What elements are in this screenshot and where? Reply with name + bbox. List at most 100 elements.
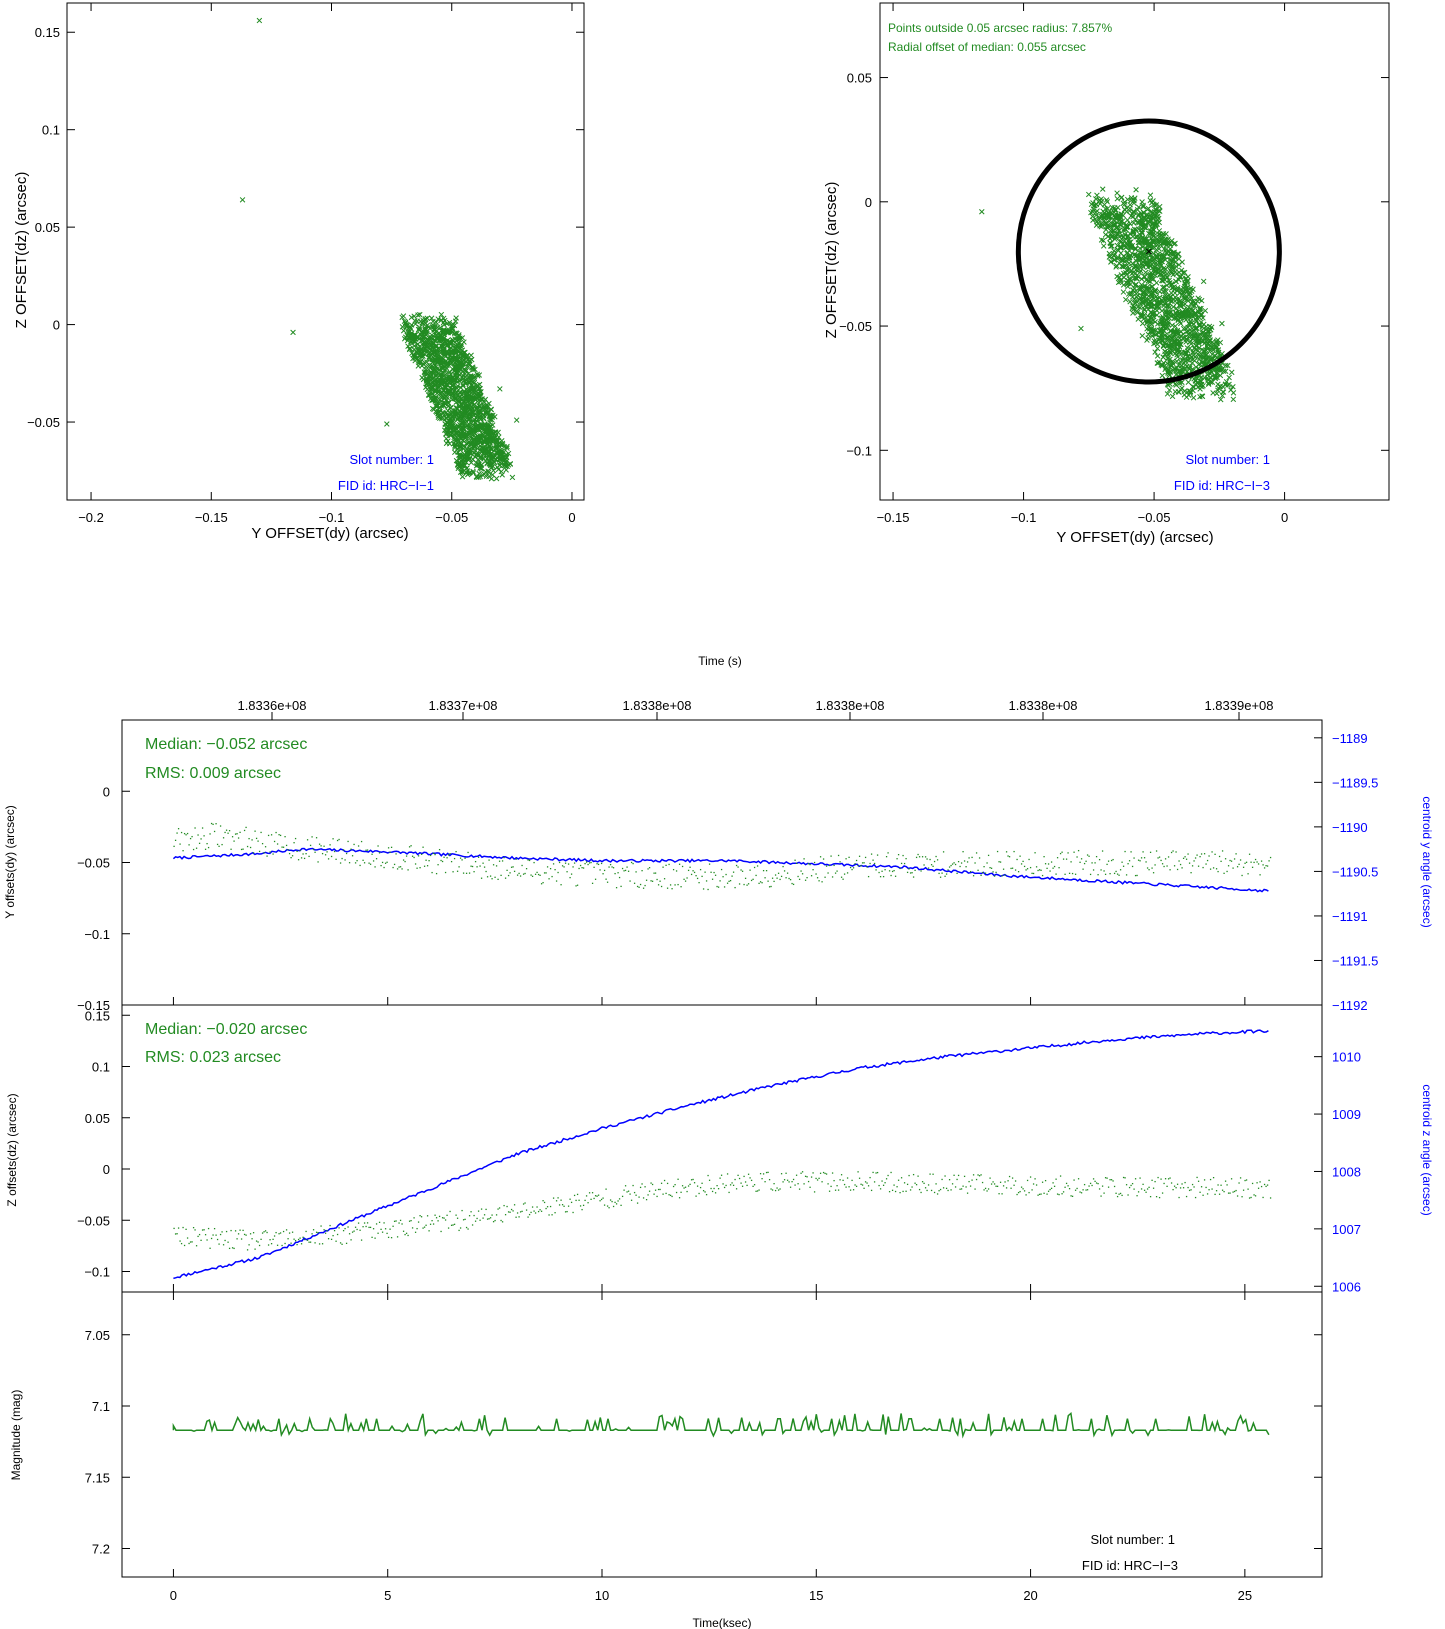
- data-point: [884, 1182, 886, 1184]
- x-tick-label: −0.15: [877, 510, 910, 525]
- data-point: [801, 1171, 804, 1173]
- data-point: [654, 872, 657, 874]
- data-point: [557, 871, 559, 874]
- data-point: [929, 1173, 931, 1175]
- data-point: [741, 1185, 744, 1187]
- data-point: [227, 832, 229, 834]
- data-point: [1169, 869, 1171, 871]
- data-point: [920, 870, 922, 872]
- outlier-point: [513, 417, 520, 423]
- data-point: [581, 867, 583, 869]
- data-point: [1203, 853, 1206, 855]
- y-tick-label: 0: [103, 1162, 110, 1177]
- data-point: [1139, 224, 1146, 231]
- data-point: [462, 872, 465, 874]
- data-point: [1184, 309, 1191, 316]
- data-point: [1146, 230, 1152, 237]
- data-point: [984, 872, 987, 874]
- data-point: [1172, 1188, 1174, 1191]
- data-point: [1145, 205, 1152, 212]
- data-point: [924, 856, 927, 858]
- data-point: [290, 1242, 292, 1244]
- data-point: [1226, 870, 1228, 873]
- data-point: [720, 868, 723, 871]
- data-point: [852, 1189, 855, 1191]
- data-point: [677, 883, 679, 886]
- data-point: [558, 1204, 561, 1206]
- data-point: [698, 1192, 700, 1195]
- data-point: [894, 875, 897, 877]
- data-point: [309, 1241, 312, 1243]
- data-point: [435, 337, 442, 344]
- data-point: [1031, 872, 1033, 875]
- data-point: [1196, 332, 1202, 338]
- data-point: [264, 1230, 267, 1232]
- data-point: [438, 398, 444, 405]
- y-axis-label: Z OFFSET(dz) (arcsec): [13, 172, 30, 329]
- data-point: [195, 847, 198, 849]
- data-point: [464, 429, 471, 436]
- data-point: [864, 1181, 867, 1183]
- panel-frame: [879, 2, 1390, 501]
- data-point: [498, 860, 501, 862]
- data-point: [1197, 865, 1200, 867]
- data-point: [1124, 1177, 1126, 1179]
- data-point: [905, 1190, 907, 1192]
- data-point: [854, 1184, 856, 1186]
- data-point: [903, 862, 906, 865]
- data-point: [360, 1239, 363, 1241]
- data-point: [1118, 874, 1120, 876]
- data-point: [737, 1174, 739, 1177]
- data-point: [1161, 1192, 1164, 1194]
- data-point: [890, 1171, 892, 1174]
- data-point: [1023, 1190, 1026, 1192]
- data-point: [1091, 1184, 1093, 1187]
- data-point: [792, 1178, 795, 1181]
- data-point: [1115, 279, 1122, 286]
- data-point: [756, 1190, 759, 1192]
- data-point: [1263, 867, 1266, 869]
- data-point: [794, 859, 796, 861]
- data-point: [921, 1181, 924, 1183]
- data-point: [1180, 331, 1186, 337]
- data-point: [810, 875, 813, 877]
- data-point: [1004, 874, 1006, 876]
- data-point: [446, 857, 448, 859]
- data-point: [632, 862, 634, 865]
- data-point: [487, 462, 494, 469]
- data-point: [917, 1175, 919, 1177]
- data-point: [195, 1245, 198, 1247]
- data-point: [293, 1238, 295, 1240]
- data-point: [771, 877, 774, 879]
- data-point: [1101, 850, 1104, 852]
- data-point: [1120, 233, 1127, 240]
- data-point: [1235, 853, 1237, 855]
- right-tick-label: 1008: [1332, 1164, 1361, 1179]
- data-point: [636, 1202, 639, 1204]
- data-point: [1077, 1178, 1080, 1180]
- data-point: [207, 846, 210, 849]
- data-point: [225, 1230, 228, 1233]
- data-point: [438, 848, 441, 851]
- data-point: [899, 867, 901, 870]
- data-point: [446, 441, 453, 447]
- data-point: [414, 863, 417, 865]
- data-point: [464, 1218, 466, 1221]
- outlier-point: [497, 386, 503, 392]
- data-point: [872, 859, 874, 861]
- data-point: [1189, 308, 1195, 314]
- data-point: [1269, 1197, 1272, 1199]
- y-axis-label: Z OFFSET(dz) (arcsec): [823, 182, 840, 339]
- data-point: [795, 862, 798, 865]
- data-point: [1113, 264, 1119, 270]
- data-point: [773, 1183, 775, 1185]
- data-point: [1119, 1192, 1122, 1195]
- data-point: [475, 452, 482, 459]
- data-point: [363, 1222, 366, 1224]
- data-point: [749, 1177, 751, 1179]
- data-point: [545, 1207, 547, 1210]
- data-point: [569, 876, 571, 879]
- data-point: [183, 832, 186, 835]
- data-point: [443, 381, 449, 388]
- data-point: [1118, 194, 1125, 201]
